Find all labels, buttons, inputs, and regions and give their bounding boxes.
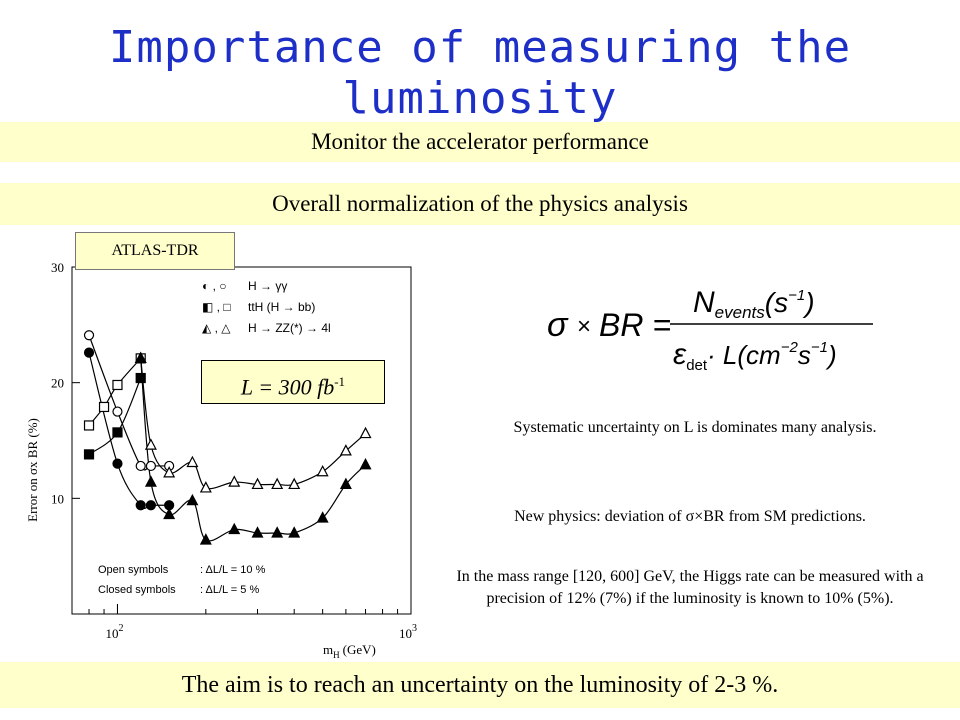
atlas-tdr-tag: ATLAS-TDR (75, 232, 235, 270)
marker-ZZ-closed (228, 522, 241, 535)
y-axis-label: Error on σx BR (%) (25, 418, 40, 522)
legend-process-gg: H → γγ (248, 279, 287, 293)
marker-ZZ-open (186, 455, 199, 468)
formula-eps: ε (673, 338, 687, 371)
x-tick-label: 102 (105, 623, 123, 641)
marker-ZZ-open (251, 477, 264, 490)
marker-ttH-open (98, 401, 110, 413)
marker-ZZ-closed (144, 475, 157, 487)
text-mass-range: In the mass range [120, 600] GeV, the Hi… (456, 568, 924, 607)
marker-ZZ-open (288, 477, 301, 490)
luminosity-box: L = 300 fb-1 (201, 360, 385, 404)
svg-text:εdet· L(cm−2s−1): εdet· L(cm−2s−1) (673, 338, 837, 373)
marker-ZZ-open (199, 481, 212, 493)
plot-frame (71, 266, 412, 615)
x-axis-label: mH (GeV) (323, 642, 376, 660)
legend-open-value: : ΔL/L = 10 % (200, 564, 266, 576)
banner-aim: The aim is to reach an uncertainty on th… (0, 662, 960, 708)
formula-sigma: σ (547, 306, 569, 344)
marker-ZZ-closed (134, 351, 147, 363)
legend-process-zz: H → ZZ(*) → 4l (248, 321, 331, 335)
marker-ttH-closed (135, 372, 146, 384)
legend-symbols-tth: ◧ , □ (202, 300, 231, 314)
marker-ZZ-closed (251, 526, 264, 538)
legend-bottom: Open symbols : ΔL/L = 10 % Closed symbol… (98, 564, 266, 596)
legend-open-label: Open symbols (98, 564, 169, 576)
marker-ttH-closed (112, 427, 123, 438)
marker-ttH-open (83, 420, 95, 431)
y-tick-label: 30 (51, 260, 64, 275)
marker-ZZ-closed (186, 493, 199, 506)
lumi-exp: -1 (334, 374, 346, 389)
marker-gg-open (145, 460, 157, 472)
marker-ZZ-closed (339, 477, 352, 490)
page-title: Importance of measuring the luminosity (108, 22, 852, 124)
formula-br: BR = (599, 307, 671, 343)
marker-gg-closed (112, 458, 123, 469)
legend-closed-value: : ΔL/L = 5 % (200, 584, 259, 596)
text-systematic: Systematic uncertainty on L is dominates… (513, 419, 877, 436)
marker-ZZ-closed (288, 526, 301, 538)
marker-ZZ-closed (316, 511, 329, 523)
marker-ZZ-closed (271, 526, 284, 538)
marker-ZZ-closed (359, 458, 372, 470)
x-tick-label: 103 (399, 623, 417, 641)
legend-symbols-zz: ◭ , △ (202, 321, 231, 335)
curve-ttH-open (88, 357, 142, 426)
marker-ttH-open (112, 379, 123, 391)
y-tick-label: 10 (51, 491, 64, 506)
marker-ZZ-open (228, 475, 241, 487)
y-tick-label: 20 (51, 376, 64, 391)
text-new-physics: New physics: deviation of σ×BR from SM p… (514, 508, 866, 525)
marker-ZZ-open (271, 477, 284, 490)
marker-ZZ-open (163, 466, 176, 478)
marker-gg-open (135, 460, 146, 472)
marker-ZZ-open (359, 426, 372, 439)
formula-n: N (693, 286, 715, 319)
legend-symbols-gg: ◐ , ○ (202, 279, 227, 293)
legend-top: ◐ , ○ H → γγ ◧ , □ ttH (H → bb) ◭ , △ H … (202, 279, 331, 335)
cross-section-formula: σ × BR = Nevents(s−1) εdet· L(cm−2s−1) (547, 286, 873, 373)
svg-text:Nevents(s−1): Nevents(s−1) (693, 286, 815, 322)
legend-closed-label: Closed symbols (98, 584, 176, 596)
marker-ZZ-closed (199, 533, 212, 545)
marker-ZZ-closed (163, 507, 176, 520)
marker-gg-open (83, 330, 95, 341)
lumi-main: L = 300 fb (240, 374, 335, 400)
banner-normalization: Overall normalization of the physics ana… (0, 183, 960, 225)
legend-process-tth: ttH (H → bb) (248, 300, 315, 314)
marker-gg-closed (145, 500, 157, 511)
marker-gg-closed (83, 347, 95, 358)
marker-ZZ-open (339, 444, 352, 456)
marker-ZZ-open (144, 438, 157, 450)
marker-gg-closed (135, 500, 146, 511)
marker-gg-open (112, 406, 123, 417)
formula-times: × (577, 313, 591, 340)
marker-ttH-closed (83, 449, 95, 460)
banner-monitor: Monitor the accelerator performance (0, 122, 960, 162)
marker-ZZ-open (316, 464, 329, 477)
